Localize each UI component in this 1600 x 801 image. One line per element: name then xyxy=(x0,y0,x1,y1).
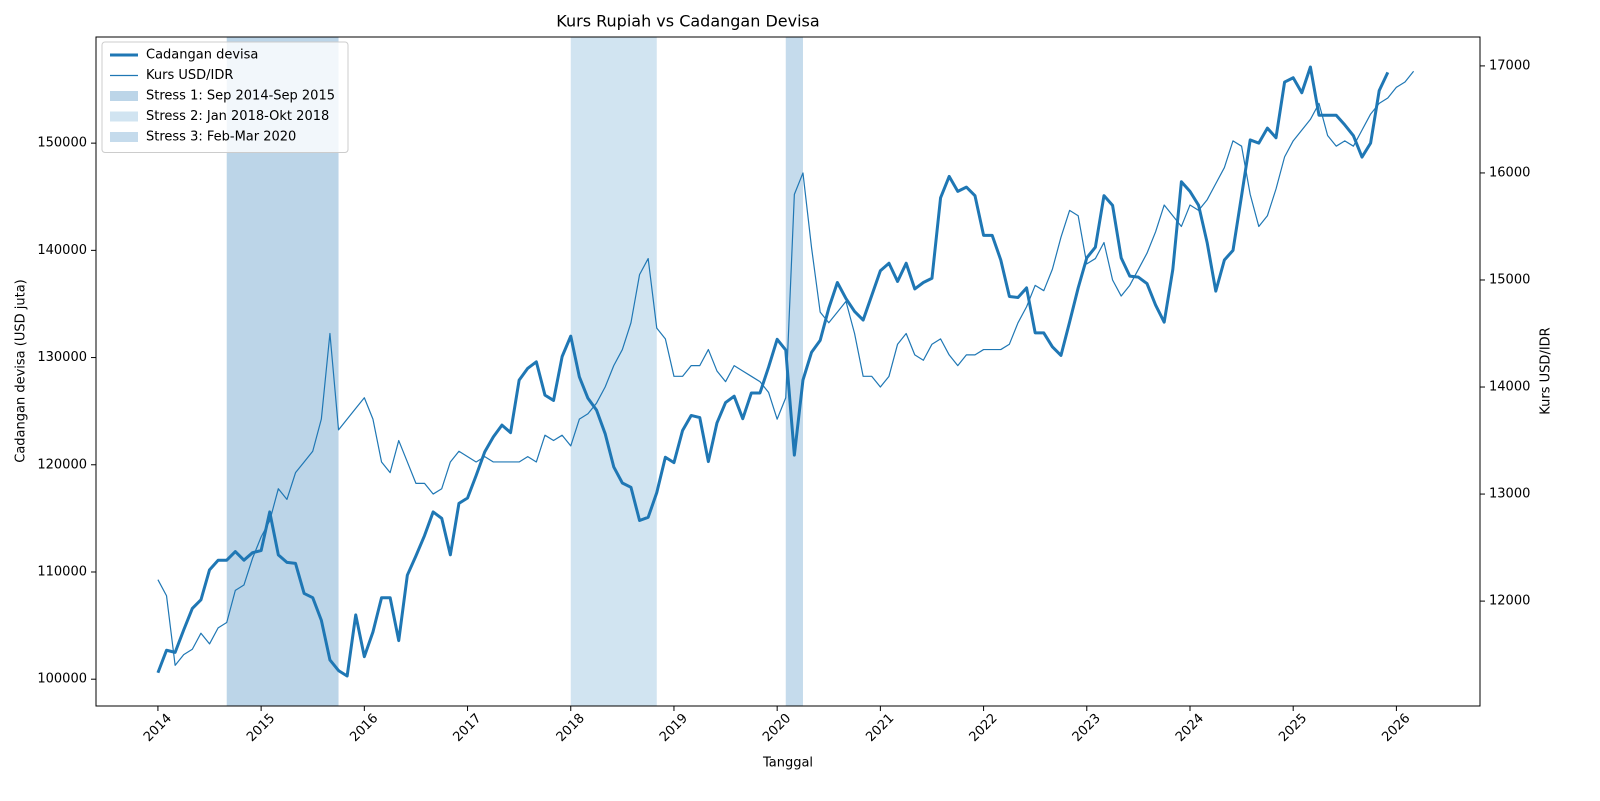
y2-tick-label: 13000 xyxy=(1489,487,1530,502)
stress-band xyxy=(570,37,657,706)
y2-tick-label: 17000 xyxy=(1489,58,1530,73)
series-line xyxy=(157,70,1415,666)
legend-label: Cadangan devisa xyxy=(146,48,258,63)
y-tick-label: 110000 xyxy=(37,564,87,579)
chart-title: Kurs Rupiah vs Cadangan Devisa xyxy=(556,12,819,31)
legend-label: Stress 2: Jan 2018-Okt 2018 xyxy=(146,109,329,124)
x-tick-label: 2016 xyxy=(347,711,381,745)
x-axis-label: Tanggal xyxy=(762,756,813,771)
legend-swatch xyxy=(110,111,138,122)
legend-swatch xyxy=(110,132,138,142)
x-tick-label: 2015 xyxy=(244,711,278,745)
legend-box xyxy=(101,41,349,153)
x-tick-label: 2017 xyxy=(451,711,485,745)
x-tick-label: 2014 xyxy=(141,711,175,745)
y2-tick-label: 12000 xyxy=(1489,594,1530,609)
y-tick-label: 150000 xyxy=(37,136,87,151)
x-tick-label: 2018 xyxy=(554,711,588,745)
x-tick-label: 2022 xyxy=(967,711,1001,745)
x-tick-label: 2023 xyxy=(1070,711,1104,745)
y2-tick-label: 14000 xyxy=(1489,380,1530,395)
x-tick-label: 2025 xyxy=(1276,711,1310,745)
y-tick-label: 120000 xyxy=(37,457,87,472)
y-tick-label: 130000 xyxy=(37,350,87,365)
legend-label: Stress 3: Feb-Mar 2020 xyxy=(146,130,296,145)
legend-label: Kurs USD/IDR xyxy=(146,68,233,83)
y2-tick-label: 16000 xyxy=(1489,165,1530,180)
series-line xyxy=(156,65,1390,678)
x-tick-label: 2021 xyxy=(863,711,897,745)
y-tick-label: 100000 xyxy=(37,672,87,687)
y-axis-label: Cadangan devisa (USD juta) xyxy=(14,279,29,463)
plot-frame xyxy=(95,36,1481,707)
y-tick-label: 140000 xyxy=(37,243,87,258)
x-tick-label: 2019 xyxy=(657,711,691,745)
x-tick-label: 2024 xyxy=(1173,711,1207,745)
legend-label: Stress 1: Sep 2014-Sep 2015 xyxy=(146,89,335,104)
y2-tick-label: 15000 xyxy=(1489,272,1530,287)
x-tick-label: 2026 xyxy=(1379,711,1413,745)
y2-axis-label: Kurs USD/IDR xyxy=(1539,327,1554,414)
x-tick-label: 2020 xyxy=(760,711,794,745)
stress-band xyxy=(785,37,803,706)
legend-swatch xyxy=(110,91,138,101)
